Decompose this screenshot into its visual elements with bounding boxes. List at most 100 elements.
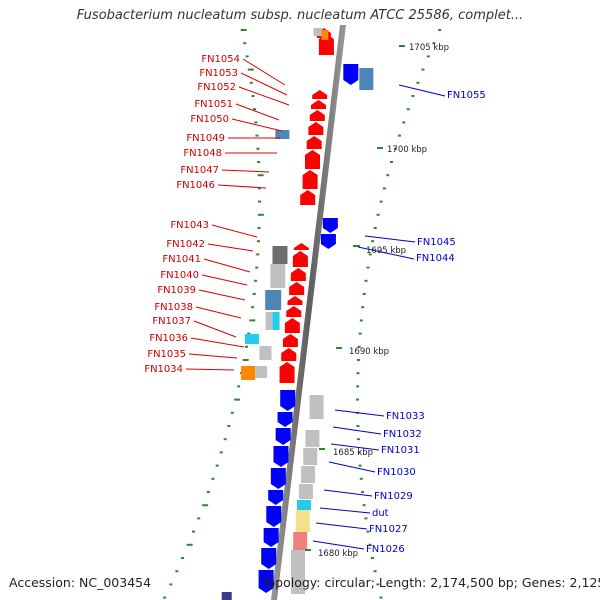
forward-gene: [305, 150, 320, 169]
reverse-gene: [263, 528, 279, 547]
gene-label[interactable]: FN1034: [144, 364, 183, 375]
cog-box: [293, 532, 308, 550]
forward-gene: [286, 306, 302, 317]
reverse-gene: [343, 64, 359, 85]
reverse-gene: [322, 218, 338, 233]
gene-label[interactable]: FN1037: [152, 316, 191, 327]
gene-label[interactable]: FN1032: [383, 429, 422, 440]
gene-label[interactable]: FN1045: [417, 237, 456, 248]
leader-line: [201, 274, 248, 286]
gene-label[interactable]: FN1038: [154, 302, 193, 313]
cog-box: [305, 430, 320, 447]
cog-box: [303, 448, 318, 465]
leader-line: [231, 118, 283, 132]
forward-gene: [289, 282, 305, 295]
leader-line: [364, 235, 416, 243]
gene-label[interactable]: FN1055: [447, 90, 486, 101]
leader-line: [357, 246, 415, 260]
forward-gene: [282, 334, 298, 347]
gene-label[interactable]: FN1047: [180, 165, 219, 176]
kbp-label: 1680 kbp: [318, 549, 358, 559]
cog-box: [291, 550, 305, 594]
gene-label[interactable]: FN1026: [366, 544, 405, 555]
kbp-label: 1685 kbp: [333, 448, 373, 458]
leader-line: [330, 443, 380, 451]
leader-line: [185, 368, 235, 371]
forward-gene: [309, 110, 325, 121]
reverse-gene: [261, 548, 277, 569]
gene-label[interactable]: FN1051: [194, 99, 233, 110]
tick-marks: [163, 29, 442, 599]
forward-gene: [306, 136, 322, 149]
gene-label[interactable]: FN1054: [201, 54, 240, 65]
gene-label[interactable]: FN1035: [147, 349, 186, 360]
gene-label[interactable]: FN1029: [374, 491, 413, 502]
cog-box: [270, 264, 286, 288]
cog-box: [298, 484, 313, 499]
gene-label[interactable]: FN1042: [166, 239, 205, 250]
leader-line: [328, 461, 376, 473]
gene-label[interactable]: FN1049: [186, 133, 225, 144]
reverse-gene: [273, 446, 289, 467]
leader-line: [334, 409, 385, 417]
forward-gene: [300, 190, 316, 205]
forward-gene: [290, 268, 306, 281]
forward-gene: [308, 122, 324, 135]
gene-label[interactable]: FN1044: [416, 253, 455, 264]
genome-backbone: [271, 25, 346, 600]
gene-label[interactable]: FN1052: [197, 82, 236, 93]
gene-label[interactable]: FN1048: [183, 148, 222, 159]
label-leaders: [185, 58, 446, 550]
gene-label[interactable]: FN1043: [170, 220, 209, 231]
cog-box: [259, 346, 272, 360]
leader-line: [211, 224, 258, 238]
gene-label[interactable]: FN1031: [381, 445, 420, 456]
kbp-label: 1690 kbp: [349, 347, 389, 357]
kbp-label: 1705 kbp: [409, 43, 449, 53]
leader-line: [312, 540, 365, 550]
leader-line: [398, 84, 446, 97]
leader-line: [203, 258, 251, 273]
cog-box: [359, 68, 374, 90]
leader-line: [221, 169, 270, 173]
forward-gene: [281, 348, 297, 361]
reverse-gene: [320, 234, 336, 249]
leader-line: [198, 289, 246, 301]
kbp-label: 1700 kbp: [387, 145, 427, 155]
leader-line: [195, 306, 242, 319]
forward-gene: [302, 170, 318, 189]
leader-line: [242, 58, 286, 86]
cog-box: [321, 30, 329, 40]
gene-label[interactable]: FN1050: [190, 114, 229, 125]
gene-label[interactable]: FN1046: [176, 180, 215, 191]
gene-label[interactable]: FN1033: [386, 411, 425, 422]
reverse-gene: [258, 570, 274, 593]
reverse-gene: [266, 506, 282, 527]
gene-label[interactable]: FN1053: [199, 68, 238, 79]
gene-label[interactable]: FN1036: [149, 333, 188, 344]
kbp-scale: 1705 kbp 1700 kbp 1695 kbp 1690 kbp 1685…: [305, 43, 449, 559]
cog-box: [313, 28, 323, 36]
kbp-label: 1695 kbp: [366, 246, 406, 256]
gene-features: [221, 28, 374, 600]
leader-line: [207, 243, 254, 252]
forward-gene: [312, 90, 328, 99]
gene-label[interactable]: FN1027: [369, 524, 408, 535]
gene-label[interactable]: FN1030: [377, 467, 416, 478]
cog-box: [309, 395, 324, 419]
reverse-gene: [280, 390, 296, 411]
forward-gene: [311, 100, 326, 109]
forward-gene: [292, 251, 308, 267]
cog-box: [295, 510, 310, 532]
gene-label[interactable]: FN1041: [162, 254, 201, 265]
leader-line: [235, 103, 280, 121]
gene-label[interactable]: FN1040: [160, 270, 199, 281]
forward-gene: [279, 362, 295, 383]
gene-label[interactable]: FN1039: [157, 285, 196, 296]
leader-line: [323, 489, 373, 497]
gene-label[interactable]: dut: [372, 508, 389, 519]
forward-gene: [293, 243, 309, 250]
cog-box: [255, 366, 268, 378]
forward-gene: [284, 318, 300, 333]
